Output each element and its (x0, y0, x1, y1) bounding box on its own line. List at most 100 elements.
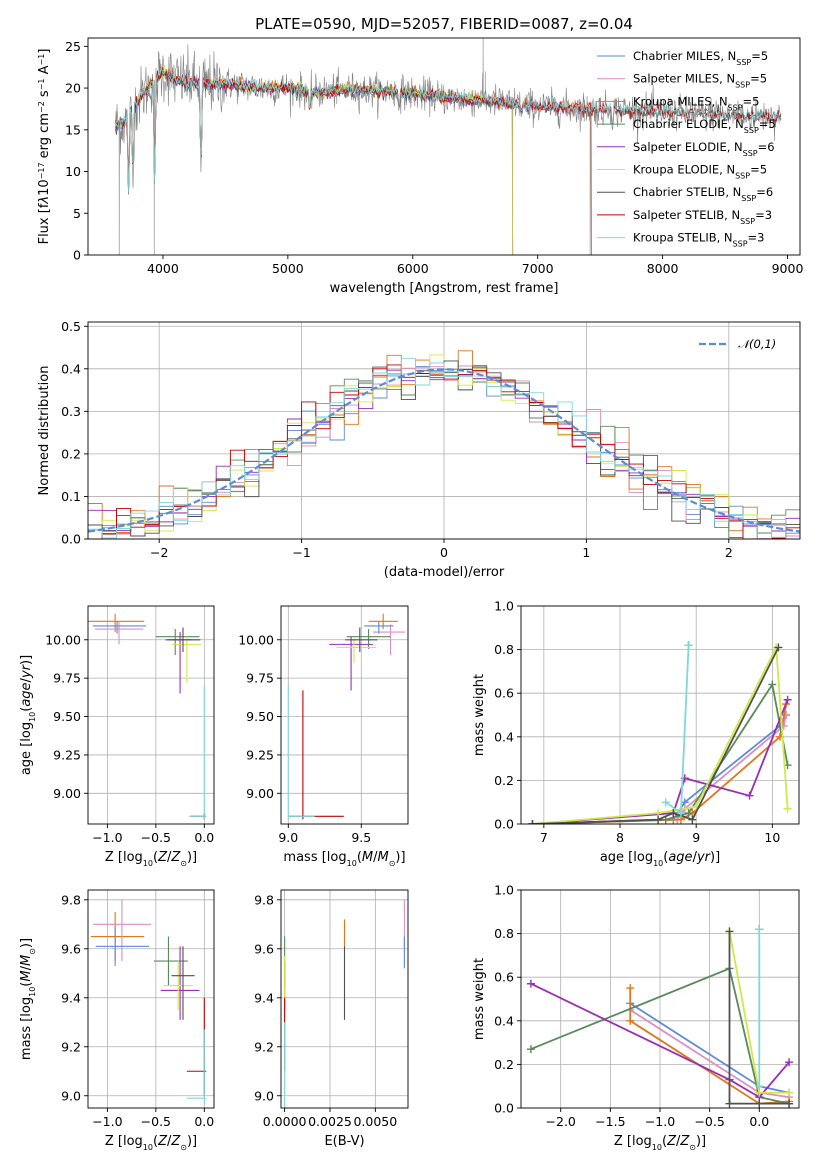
data-point-marker (526, 1045, 535, 1054)
x-axis-label: Z [log10(Z/Z⊙)] (105, 850, 197, 868)
series-line (530, 982, 790, 1099)
x-tick-label: −0.5 (141, 830, 171, 845)
series-line (532, 646, 780, 824)
y-axis-label: mass weight (472, 958, 487, 1040)
y-tick-label: 9.50 (53, 709, 81, 724)
y-axis-label: Normed distribution (37, 366, 52, 496)
x-tick-label: 7000 (522, 261, 554, 276)
y-tick-label: 9.0 (61, 1088, 81, 1103)
data-point-marker (774, 643, 783, 652)
x-tick-label: 9 (692, 830, 700, 845)
panel-age-vs-Z: −1.0 −0.5 0.0 9.00 9.25 9.50 9.75 10.00 Z [log10… (19, 605, 215, 868)
data-point-marker (783, 804, 792, 813)
y-tick-label: 0.4 (494, 729, 514, 744)
axes-frame (520, 889, 800, 1109)
y-tick-label: 0.6 (494, 686, 514, 701)
x-tick-label: −0.5 (141, 1114, 171, 1129)
model-spectrum (115, 68, 782, 194)
y-tick-label: 9.2 (254, 1039, 274, 1054)
y-tick-label: 0.4 (61, 361, 81, 376)
y-tick-label: 9.00 (53, 786, 81, 801)
y-axis-label: mass weight (472, 674, 487, 756)
data-point-marker (684, 809, 693, 818)
x-tick-label: 7 (540, 830, 548, 845)
y-tick-label: 9.00 (246, 786, 274, 801)
y-tick-label: 0.2 (494, 1057, 514, 1072)
data-point-marker (676, 809, 685, 818)
x-tick-label: 10 (764, 830, 780, 845)
legend-label: 𝒩(0,1) (738, 337, 776, 351)
series-line (532, 714, 787, 824)
data-point-marker (785, 1058, 794, 1067)
x-tick-label: 9.0 (278, 830, 298, 845)
data-point-marker (725, 927, 734, 936)
plot-area (287, 613, 406, 820)
x-tick-label: 0.0 (749, 1114, 769, 1129)
y-tick-label: 0 (73, 248, 81, 263)
legend-label: Chabrier STELIB, NSSP=6 (633, 185, 773, 203)
data-point-marker (755, 925, 764, 934)
series-line (532, 714, 787, 824)
data-point-marker (768, 680, 777, 689)
panel-spectrum: 4000 5000 6000 7000 8000 9000 0 5 10 15 20 25 wavele… (37, 37, 803, 296)
legend-label: Salpeter STELIB, NSSP=3 (633, 208, 772, 226)
x-tick-label: 5000 (272, 261, 304, 276)
data-point-marker (745, 791, 754, 800)
legend: Chabrier MILES, NSSP=5 Salpeter MILES, NS… (597, 49, 776, 248)
y-tick-label: 0.8 (494, 926, 514, 941)
y-tick-label: 9.75 (53, 671, 81, 686)
y-tick-label: 0.0 (494, 817, 514, 832)
histogram-step (88, 357, 800, 539)
y-tick-label: 9.25 (246, 747, 274, 762)
histogram-step (88, 354, 800, 539)
y-tick-label: 9.8 (254, 892, 274, 907)
plot-area (88, 613, 207, 820)
x-tick-label: 0.0 (194, 1114, 214, 1129)
y-tick-label: 9.6 (254, 941, 274, 956)
y-tick-label: 1.0 (494, 599, 514, 614)
plot-area (88, 350, 800, 539)
data-point-marker (755, 1099, 764, 1108)
data-point-marker (755, 1082, 764, 1091)
plot-area (526, 925, 794, 1108)
data-point-marker (785, 1088, 794, 1097)
y-tick-label: 25 (65, 39, 81, 54)
y-tick-label: 0.0 (61, 532, 81, 547)
x-tick-label: 6000 (397, 261, 429, 276)
y-tick-label: 10 (65, 164, 81, 179)
y-tick-label: 9.25 (53, 747, 81, 762)
y-tick-label: 15 (65, 122, 81, 137)
data-point-marker (725, 1099, 734, 1108)
histogram-step (88, 364, 800, 539)
axes-frame (87, 321, 801, 540)
panel-residuals: −2 −1 0 1 2 0.0 0.1 0.2 0.3 0.4 0.5 (data-model)/er… (37, 319, 801, 580)
plot-area (528, 641, 792, 824)
data-point-marker (785, 1099, 794, 1108)
figure-title: PLATE=0590, MJD=52057, FIBERID=0087, z=0… (255, 15, 633, 33)
y-axis-label: Flux [fλ10−17 erg cm−2 s−1 A−1] (37, 49, 53, 245)
y-tick-label: 9.4 (254, 990, 274, 1005)
y-tick-label: 0.0 (494, 1101, 514, 1116)
y-tick-label: 0.4 (494, 1013, 514, 1028)
x-tick-label: 8000 (647, 261, 679, 276)
plot-area (284, 899, 405, 1108)
legend-label: Kroupa STELIB, NSSP=3 (633, 231, 764, 249)
series-line (728, 931, 790, 1105)
y-tick-label: 0.1 (61, 489, 81, 504)
x-tick-label: 0.0025 (308, 1114, 352, 1129)
data-point-marker (654, 815, 663, 824)
x-tick-label: −1.0 (645, 1114, 675, 1129)
axes-frame (280, 889, 409, 1109)
y-tick-label: 9.50 (246, 709, 274, 724)
x-tick-label: 4000 (147, 261, 179, 276)
y-tick-label: 0.3 (61, 404, 81, 419)
x-tick-label: −1.5 (595, 1114, 625, 1129)
y-axis-label: mass [log10(M/M⊙)] (19, 938, 37, 1060)
y-tick-label: 9.6 (61, 941, 81, 956)
axes-frame (280, 605, 409, 825)
model-spectrum (115, 72, 514, 255)
data-spectrum (115, 38, 782, 255)
x-axis-label: mass [log10(M/M⊙)] (283, 850, 405, 868)
y-tick-label: 0.8 (494, 642, 514, 657)
